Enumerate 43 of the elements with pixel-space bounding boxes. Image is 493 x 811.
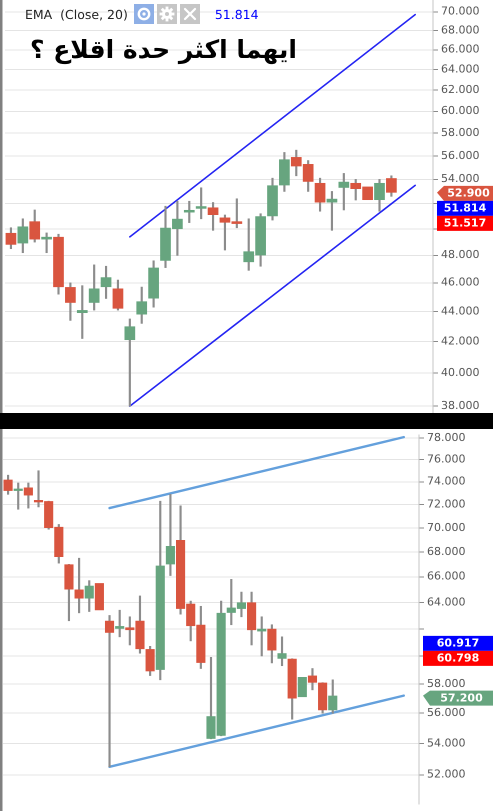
text: 51.814 bbox=[444, 202, 487, 215]
candlestick bbox=[257, 616, 266, 656]
text: 52.900 bbox=[447, 186, 490, 200]
y-tick-label: 42.000 bbox=[441, 334, 480, 348]
y-tick-label: 54.000 bbox=[441, 172, 480, 186]
y-tick-label: 62.000 bbox=[441, 83, 480, 96]
text: ايهما اكثر حدة اقلاع ؟ bbox=[30, 34, 298, 66]
y-tick-label: 56.000 bbox=[427, 706, 466, 720]
y-tick-label: 66.000 bbox=[441, 42, 480, 56]
y-tick-label: 60.000 bbox=[441, 104, 480, 118]
y-tick-label: 38.000 bbox=[441, 399, 480, 412]
y-tick-label: 68.000 bbox=[441, 23, 480, 36]
candlestick bbox=[184, 200, 195, 223]
y-tick-label: 44.000 bbox=[441, 304, 480, 318]
y-tick-label: 68.000 bbox=[427, 544, 466, 558]
text: 60.917 bbox=[436, 636, 480, 650]
candlestick bbox=[298, 676, 307, 698]
y-tick-label: 70.000 bbox=[427, 520, 466, 534]
annotation: EMA (Close, 20) bbox=[25, 6, 128, 22]
candlestick bbox=[115, 610, 124, 638]
y-tick-label: 74.000 bbox=[427, 474, 466, 488]
y-tick-label: 78.000 bbox=[427, 431, 466, 444]
y-tick-label: 56.000 bbox=[441, 148, 480, 162]
candlestick bbox=[94, 583, 104, 610]
y-tick-label: 70.000 bbox=[441, 4, 480, 18]
y-tick-label: 46.000 bbox=[441, 276, 480, 289]
candlestick bbox=[14, 482, 23, 510]
text: 60.798 bbox=[436, 652, 480, 665]
y-tick-label: 40.000 bbox=[441, 366, 480, 379]
y-tick-label: 54.000 bbox=[427, 736, 466, 750]
text: 51.517 bbox=[444, 216, 486, 230]
y-tick-label: 72.000 bbox=[427, 497, 466, 510]
y-tick-label: 48.000 bbox=[441, 248, 480, 262]
candlestick bbox=[76, 285, 88, 339]
y-tick-label: 58.000 bbox=[427, 676, 466, 690]
y-tick-label: 64.000 bbox=[427, 595, 466, 608]
y-tick-label: 66.000 bbox=[427, 570, 466, 583]
y-tick-label: 52.000 bbox=[427, 768, 466, 781]
annotation: 51.814 bbox=[214, 6, 259, 22]
y-tick-label: 76.000 bbox=[427, 452, 466, 466]
y-tick-label: 64.000 bbox=[441, 62, 480, 76]
y-tick-label: 58.000 bbox=[441, 126, 480, 140]
text: 57.200 bbox=[440, 691, 484, 704]
